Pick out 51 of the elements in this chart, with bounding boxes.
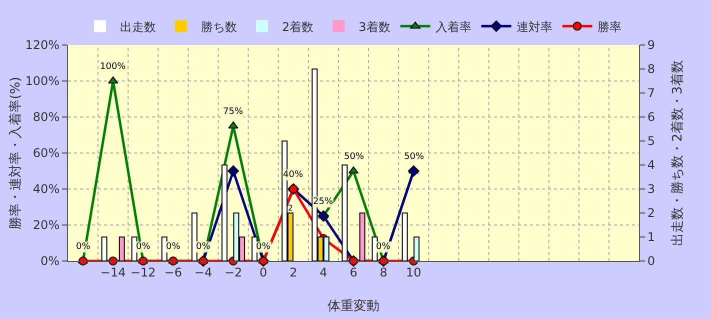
data-label: 40% <box>283 170 304 180</box>
y-tick-label: 120% <box>25 38 60 52</box>
y2-axis-title: 出走数・勝ち数・2着数・3着数 <box>670 60 686 246</box>
y2-tick-label: 9 <box>647 38 656 52</box>
x-tick-label: 8 <box>380 265 388 280</box>
x-tick-label: 6 <box>350 265 358 280</box>
data-label: 75% <box>223 107 244 117</box>
x-tick-label: 4 <box>320 265 328 280</box>
y-tick-label: 100% <box>25 74 60 88</box>
y-tick-label: 80% <box>32 110 60 124</box>
y2-tick-label: 3 <box>647 182 656 196</box>
data-label: 0% <box>76 242 91 252</box>
data-label: 0% <box>376 242 391 252</box>
x-tick-label: 2 <box>290 265 298 280</box>
data-label: 50% <box>404 152 424 162</box>
x-tick-label: −12 <box>130 265 156 280</box>
x-tick-label: −2 <box>224 265 242 280</box>
x-tick-label: −4 <box>194 265 212 280</box>
x-tick-label: 0 <box>260 265 268 280</box>
y-tick-label: 20% <box>32 218 60 232</box>
y2-tick-label: 4 <box>647 158 656 172</box>
data-label: 0% <box>166 242 181 252</box>
legend-label: 入着率 <box>435 20 472 34</box>
data-label: 2 <box>288 204 293 213</box>
legend-label: 2着数 <box>282 20 314 34</box>
x-tick-label: 10 <box>406 265 422 280</box>
y2-tick-label: 7 <box>647 86 656 100</box>
data-label: 100% <box>100 62 126 72</box>
y2-tick-label: 5 <box>647 134 656 148</box>
y-tick-label: 60% <box>32 146 60 160</box>
data-label: 0% <box>136 242 151 252</box>
data-label: 50% <box>344 152 364 162</box>
y-tick-label: 40% <box>32 182 60 196</box>
legend-label: 連対率 <box>516 20 552 34</box>
y2-tick-label: 8 <box>647 62 656 76</box>
y-tick-label: 0% <box>40 254 60 268</box>
y2-tick-label: 1 <box>647 230 656 244</box>
x-tick-label: −14 <box>100 265 126 280</box>
x-axis-title: 体重変動 <box>328 298 380 314</box>
y2-tick-label: 0 <box>647 254 656 268</box>
legend-label: 3着数 <box>358 20 390 34</box>
data-label: 0% <box>256 242 271 252</box>
y2-tick-label: 6 <box>647 110 656 124</box>
y-axis-title: 勝率・連対率・入着率(%) <box>7 76 24 230</box>
y2-tick-label: 2 <box>647 206 656 220</box>
data-label: 25% <box>313 197 334 207</box>
x-tick-label: −6 <box>164 265 182 280</box>
data-label: 0% <box>196 242 211 252</box>
legend-label: 出走数 <box>120 20 156 34</box>
legend-label: 勝ち数 <box>201 20 237 34</box>
legend-label: 勝率 <box>597 20 622 34</box>
